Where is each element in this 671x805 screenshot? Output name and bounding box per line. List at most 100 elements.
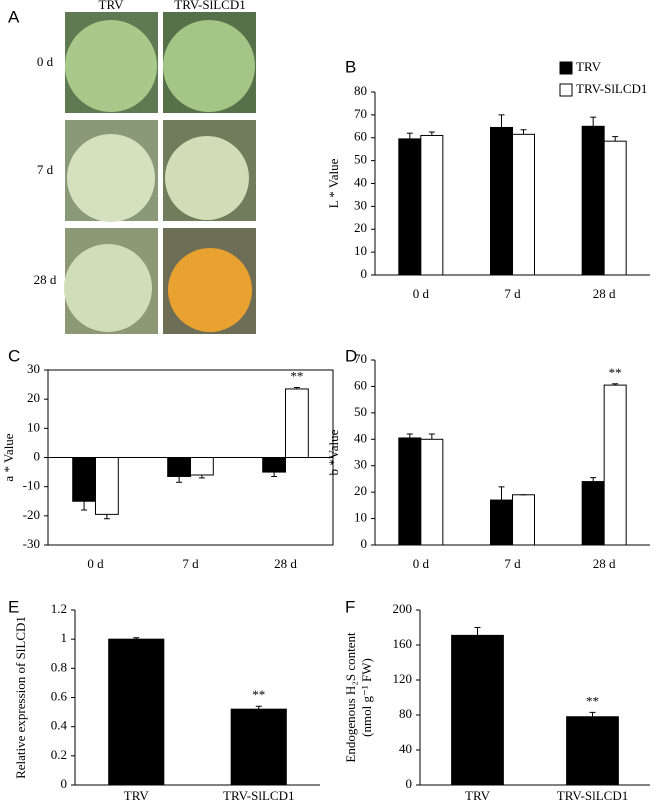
- y-axis-label: Endogenous H₂S content: [343, 632, 358, 763]
- y-tick-label: -20: [23, 507, 40, 522]
- panel-label: D: [345, 346, 357, 365]
- bar: [603, 384, 627, 546]
- x-tick-label: 28 d: [593, 556, 616, 571]
- y-tick-label: 80: [354, 83, 367, 98]
- fruit: [65, 20, 157, 112]
- row-label: 28 d: [34, 272, 57, 287]
- panel-label: E: [8, 597, 19, 616]
- y-axis-label: (nmol g⁻¹ FW): [359, 658, 374, 737]
- x-tick-label: 0 d: [413, 286, 430, 301]
- y-axis-label: a * Value: [1, 433, 16, 481]
- x-tick-label: TRV-SlLCD1: [557, 788, 628, 803]
- x-tick-label: 28 d: [593, 286, 616, 301]
- y-tick-label: 50: [354, 404, 367, 419]
- x-tick-label: 7 d: [504, 556, 521, 571]
- y-tick-label: 0: [361, 536, 368, 551]
- legend-swatch: [559, 61, 573, 75]
- bar: [398, 437, 422, 546]
- y-tick-label: 60: [354, 129, 367, 144]
- y-tick-label: 0: [61, 776, 68, 791]
- bar: [420, 438, 444, 546]
- bar: [566, 716, 619, 786]
- y-tick-label: 160: [393, 636, 413, 651]
- bar: [190, 457, 214, 476]
- bar: [603, 140, 627, 276]
- fruit: [168, 248, 252, 332]
- y-tick-label: 1.2: [51, 601, 67, 616]
- row-label: 7 d: [37, 162, 54, 177]
- bar: [72, 457, 96, 502]
- significance: **: [586, 693, 599, 708]
- y-tick-label: 60: [354, 377, 367, 392]
- y-tick-label: 0.2: [51, 747, 67, 762]
- legend-label: TRV-SlLCD1: [576, 81, 647, 96]
- y-tick-label: 70: [354, 351, 367, 366]
- y-axis-label: L * Value: [326, 158, 341, 208]
- y-tick-label: 0.8: [51, 659, 67, 674]
- bar: [262, 457, 287, 473]
- x-tick-label: 0 d: [87, 556, 104, 571]
- row-label: 0 d: [37, 54, 54, 69]
- y-tick-label: 10: [354, 243, 367, 258]
- fruit: [163, 20, 255, 112]
- y-tick-label: 40: [354, 174, 367, 189]
- significance: **: [252, 687, 265, 702]
- y-tick-label: 20: [27, 390, 40, 405]
- bar: [108, 638, 165, 786]
- y-tick-label: 0.4: [51, 718, 68, 733]
- x-tick-label: TRV-SlLCD1: [223, 788, 294, 803]
- y-axis-label: Relative expression of SlLCD1: [13, 616, 28, 779]
- y-tick-label: 40: [399, 741, 412, 756]
- legend-swatch: [559, 83, 573, 97]
- y-tick-label: 0.6: [51, 688, 68, 703]
- photo-panel: A TRV TRV-SlLCD1 0 d 7 d 28 d: [8, 0, 256, 334]
- bar: [581, 125, 605, 276]
- y-tick-label: 70: [354, 106, 367, 121]
- y-tick-label: 10: [27, 419, 40, 434]
- bar: [285, 388, 309, 459]
- y-tick-label: 30: [354, 457, 367, 472]
- x-tick-label: 7 d: [504, 286, 521, 301]
- y-tick-label: 1: [61, 630, 68, 645]
- x-tick-label: 28 d: [274, 556, 297, 571]
- bar: [420, 134, 444, 276]
- bar: [512, 133, 535, 276]
- y-tick-label: 200: [393, 601, 413, 616]
- x-tick-label: TRV: [124, 788, 150, 803]
- panel-label: C: [8, 346, 20, 365]
- column-label: TRV-SlLCD1: [174, 0, 245, 12]
- y-tick-label: 50: [354, 152, 367, 167]
- bar: [398, 138, 422, 276]
- panel-label: A: [8, 7, 20, 26]
- legend-label: TRV: [576, 59, 602, 74]
- bar: [167, 457, 191, 477]
- panel-label: F: [345, 597, 355, 616]
- fruit: [64, 244, 152, 332]
- panel-label: B: [345, 57, 356, 76]
- y-tick-label: -10: [23, 478, 40, 493]
- y-tick-label: 20: [354, 220, 367, 235]
- significance: **: [609, 365, 622, 380]
- bar: [95, 457, 119, 515]
- y-axis-label: b *Value: [326, 429, 341, 475]
- y-tick-label: 80: [399, 706, 412, 721]
- y-tick-label: 20: [354, 483, 367, 498]
- bar: [490, 126, 513, 276]
- y-tick-label: 30: [354, 197, 367, 212]
- x-tick-label: 7 d: [182, 556, 199, 571]
- x-tick-label: TRV: [465, 788, 491, 803]
- y-tick-label: 40: [354, 430, 367, 445]
- x-tick-label: 0 d: [413, 556, 430, 571]
- bar: [230, 708, 287, 786]
- column-label: TRV: [99, 0, 125, 12]
- y-tick-label: 0: [34, 448, 41, 463]
- bar: [512, 494, 535, 546]
- bar: [581, 481, 605, 546]
- bar: [451, 634, 504, 786]
- significance: **: [290, 368, 303, 383]
- y-tick-label: 0: [361, 266, 368, 281]
- bar: [490, 499, 513, 546]
- fruit: [67, 134, 155, 222]
- y-tick-label: -30: [23, 536, 40, 551]
